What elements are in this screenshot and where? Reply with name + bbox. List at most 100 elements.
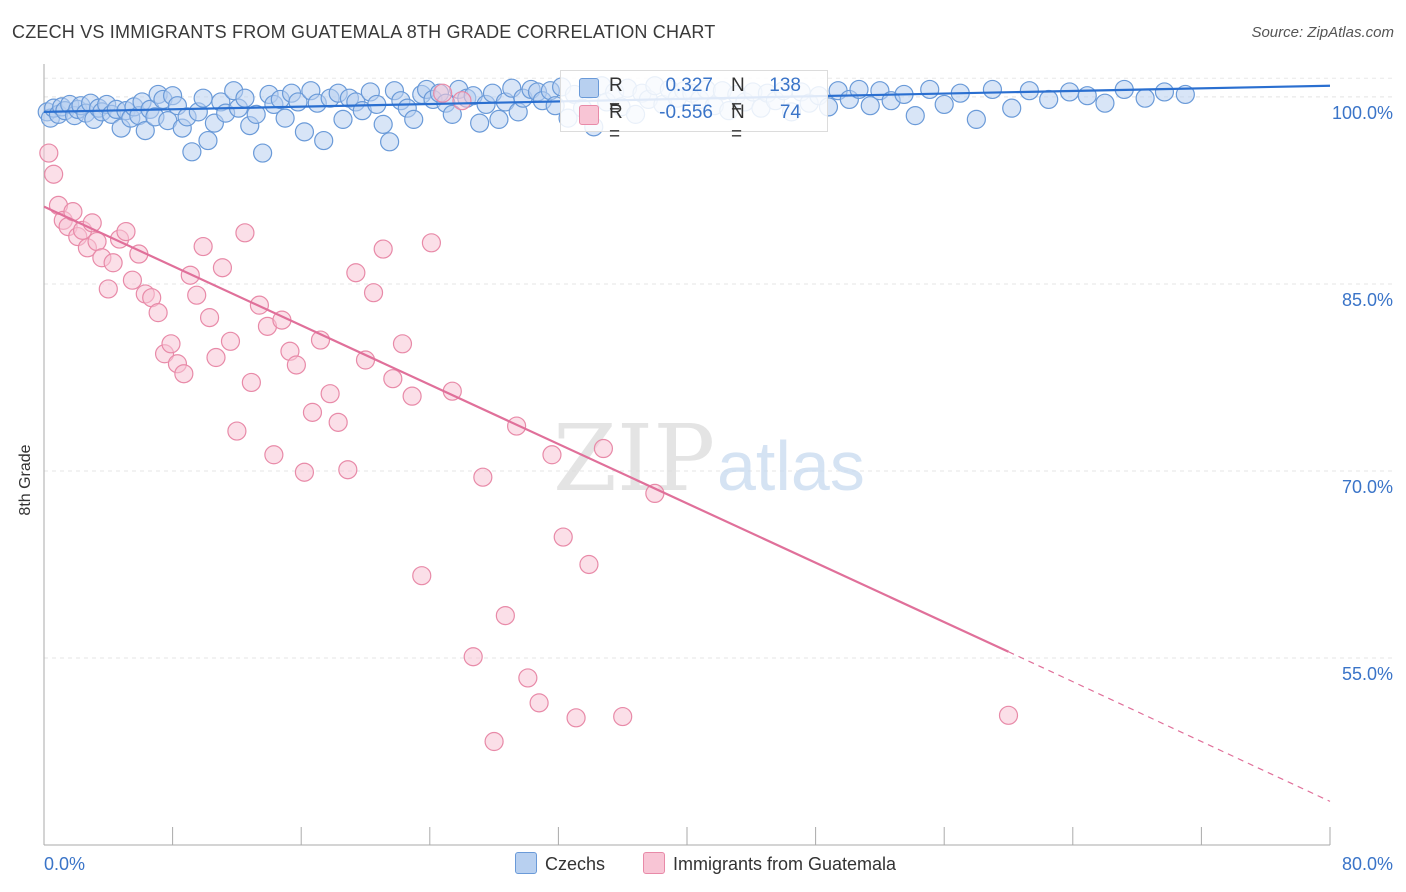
guatemala-point (355, 350, 376, 370)
guatemala-point (473, 467, 493, 487)
guatemala-point (363, 283, 384, 303)
correlation-legend: R = 0.327 N = 138 R = -0.556 N = 74 (560, 70, 828, 145)
guatemala-point (402, 386, 422, 406)
watermark-zip: ZIP (553, 405, 715, 512)
guatemala-point (286, 355, 306, 375)
guatemala-point (613, 706, 633, 727)
guatemala-point (452, 91, 472, 111)
guatemala-point (346, 263, 366, 283)
czechs-point (1002, 98, 1022, 118)
czechs-point (253, 143, 273, 163)
guatemala-point (44, 164, 64, 184)
guatemala-point (507, 416, 527, 436)
czechs-point (966, 109, 986, 129)
bottom-legend-label-guatemala: Immigrants from Guatemala (673, 854, 897, 874)
guatemala-point (199, 308, 220, 328)
guatemala-point (484, 731, 504, 752)
czechs-point (246, 104, 266, 124)
guatemala-point (593, 438, 614, 459)
legend-r-value: -0.556 (659, 102, 713, 123)
guatemala-point (302, 402, 323, 422)
guatemala-point (412, 566, 432, 586)
czechs-point (380, 132, 400, 152)
czechs-point (404, 109, 424, 129)
czechs-point (314, 130, 334, 151)
czechs-point (489, 109, 509, 129)
guatemala-trend-extension (1008, 651, 1331, 802)
y-tick-label: 55.0% (1342, 664, 1393, 684)
legend-n-label: N = (731, 75, 745, 118)
guatemala-point (116, 221, 136, 242)
czechs-point (275, 108, 295, 128)
guatemala-point (174, 364, 194, 384)
czechs-point (235, 88, 255, 108)
czechs-point (905, 106, 925, 126)
legend-r-value: 0.327 (665, 75, 713, 96)
y-tick-label: 85.0% (1342, 290, 1393, 310)
guatemala-point (294, 462, 315, 482)
guatemala-point (122, 270, 143, 290)
guatemala-point (187, 285, 207, 305)
bottom-legend-czechs: Czechs (515, 852, 605, 875)
guatemala-point (193, 236, 213, 257)
guatemala-point (241, 372, 261, 393)
guatemala-point (220, 331, 241, 351)
guatemala-point (553, 527, 573, 547)
guatemala-point (227, 421, 247, 441)
guatemala-point (328, 412, 348, 432)
guatemala-point (421, 233, 442, 253)
y-tick-label: 70.0% (1342, 477, 1393, 497)
czechs-point (470, 113, 490, 133)
x-tick-label: 80.0% (1342, 854, 1393, 874)
czechs-point (982, 79, 1003, 100)
czechs-point (373, 114, 393, 134)
bottom-legend-swatch-guatemala (643, 852, 665, 874)
guatemala-point (518, 668, 538, 688)
czechs-point (1039, 89, 1059, 110)
guatemala-point (206, 347, 226, 368)
guatemala-point (39, 143, 59, 163)
legend-n-label: N = (731, 102, 745, 145)
legend-r-label: R = (609, 75, 623, 118)
guatemala-point (645, 483, 665, 504)
guatemala-point (433, 83, 453, 103)
czechs-point (333, 109, 353, 129)
czechs-point (1154, 82, 1175, 102)
bottom-legend-swatch-czechs (515, 852, 537, 874)
guatemala-point (495, 605, 515, 626)
czechs-point (1175, 84, 1195, 105)
guatemala-point (463, 647, 483, 667)
czechs-point (920, 79, 940, 100)
legend-swatch-guatemala (579, 105, 599, 125)
x-tick-label: 0.0% (44, 854, 85, 874)
czechs-point (934, 94, 954, 115)
bottom-legend-guatemala: Immigrants from Guatemala (643, 852, 896, 875)
legend-n-value: 74 (779, 102, 801, 123)
czechs-point (294, 122, 315, 142)
guatemala-trend-line (43, 205, 1009, 653)
czechs-point (1135, 88, 1155, 108)
guatemala-point (98, 279, 118, 299)
chart-source: Source: ZipAtlas.com (1251, 24, 1394, 41)
guatemala-point (212, 258, 233, 278)
guatemala-point (383, 369, 403, 389)
guatemala-point (161, 334, 181, 354)
bottom-legend-label-czechs: Czechs (545, 854, 606, 874)
guatemala-point (373, 239, 393, 259)
guatemala-point (542, 445, 562, 465)
legend-swatch-czechs (579, 78, 599, 98)
czechs-point (860, 96, 880, 116)
guatemala-point (235, 223, 255, 243)
legend-n-value: 138 (769, 75, 801, 96)
czechs-point (849, 79, 869, 100)
guatemala-point (87, 231, 107, 252)
guatemala-point (103, 253, 123, 273)
czechs-point (135, 120, 155, 141)
chart-title: CZECH VS IMMIGRANTS FROM GUATEMALA 8TH G… (12, 22, 716, 42)
czechs-point (442, 104, 462, 124)
watermark-atlas: atlas (717, 427, 865, 505)
czechs-point (193, 88, 213, 108)
legend-r-label: R = (609, 102, 623, 145)
guatemala-point (320, 384, 340, 404)
